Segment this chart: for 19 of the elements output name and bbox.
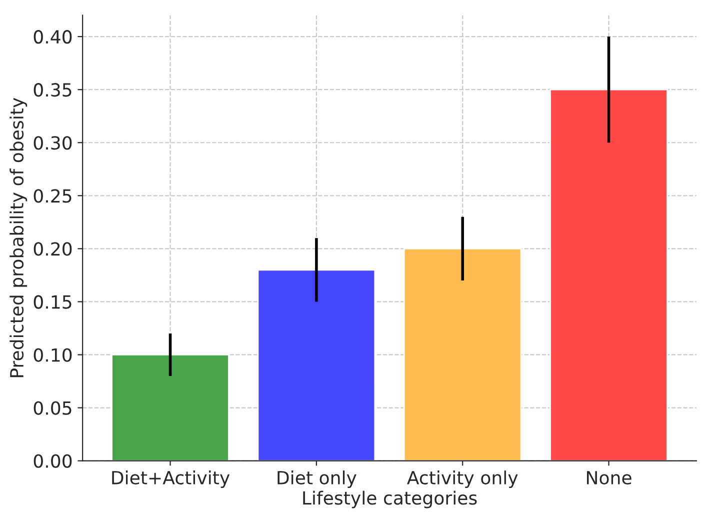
x-tick-label: None [586, 471, 632, 484]
bar [257, 269, 376, 461]
bar [111, 354, 230, 461]
x-tick-label: Diet only [278, 470, 356, 488]
y-tick-label: 0.15 [34, 295, 72, 309]
y-tick-label: 0.10 [34, 348, 72, 362]
x-tick-label: Diet+Activity [112, 470, 230, 488]
y-axis-title: Predicted probability of obesity [10, 98, 28, 378]
bar [550, 88, 668, 461]
y-tick-label: 0.30 [34, 136, 72, 150]
y-tick-label: 0.00 [34, 454, 72, 468]
y-tick-label: 0.25 [34, 189, 72, 203]
y-tick-label: 0.05 [34, 401, 72, 415]
bar [403, 248, 522, 461]
y-tick-label: 0.35 [34, 83, 72, 97]
y-tick-label: 0.20 [34, 242, 72, 256]
y-tick-label: 0.40 [34, 30, 72, 44]
x-tick-label: Activity only [407, 470, 518, 488]
x-axis-title: Lifestyle categories [303, 490, 477, 508]
